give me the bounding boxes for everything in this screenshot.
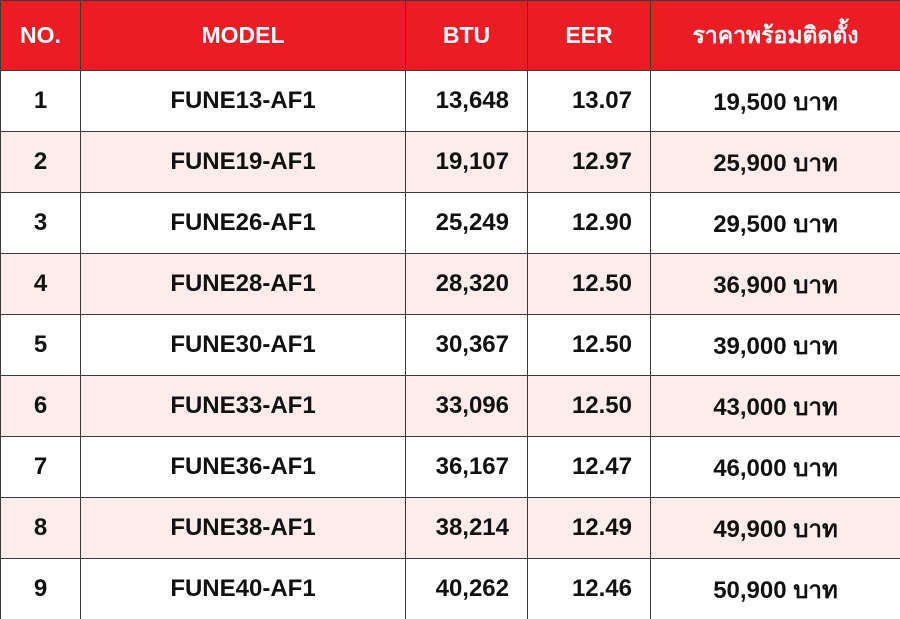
table-cell: FUNE33-AF1 [80, 375, 406, 437]
table-row: 2 FUNE19-AF1 19,107 12.97 25,900 บาท [0, 131, 900, 193]
table-cell: 46,000 บาท [650, 436, 900, 498]
table-cell: 39,000 บาท [650, 314, 900, 376]
table-cell: 50,900 บาท [650, 558, 900, 619]
table-cell: 12.50 [527, 253, 651, 315]
table-cell: 29,500 บาท [650, 192, 900, 254]
header-cell: NO. [0, 0, 81, 71]
table-cell: 12.49 [527, 497, 651, 559]
table-cell: 43,000 บาท [650, 375, 900, 437]
table-cell: 19,107 [405, 131, 528, 193]
table-cell: 38,214 [405, 497, 528, 559]
table-cell: 30,367 [405, 314, 528, 376]
table-row: 5 FUNE30-AF1 30,367 12.50 39,000 บาท [0, 314, 900, 376]
header-row: NO. MODEL BTU EER ราคาพร้อมติดตั้ง [0, 0, 900, 71]
table-row: 9 FUNE40-AF1 40,262 12.46 50,900 บาท [0, 558, 900, 619]
table-cell: FUNE30-AF1 [80, 314, 406, 376]
table-cell: 6 [0, 375, 81, 437]
table-cell: 49,900 บาท [650, 497, 900, 559]
table-cell: 36,900 บาท [650, 253, 900, 315]
table-cell: 12.90 [527, 192, 651, 254]
table-cell: 8 [0, 497, 81, 559]
table-cell: 36,167 [405, 436, 528, 498]
header-cell: ราคาพร้อมติดตั้ง [650, 0, 900, 71]
table-row: 8 FUNE38-AF1 38,214 12.49 49,900 บาท [0, 497, 900, 559]
table-cell: 4 [0, 253, 81, 315]
table-cell: 28,320 [405, 253, 528, 315]
table-cell: FUNE40-AF1 [80, 558, 406, 619]
table-cell: 33,096 [405, 375, 528, 437]
table-cell: 40,262 [405, 558, 528, 619]
table-row: 3 FUNE26-AF1 25,249 12.90 29,500 บาท [0, 192, 900, 254]
table-cell: 13.07 [527, 70, 651, 132]
table-cell: 5 [0, 314, 81, 376]
table-cell: 12.46 [527, 558, 651, 619]
table-cell: 7 [0, 436, 81, 498]
table-cell: FUNE28-AF1 [80, 253, 406, 315]
table-cell: 13,648 [405, 70, 528, 132]
table-cell: 3 [0, 192, 81, 254]
table-body: 1 FUNE13-AF1 13,648 13.07 19,500 บาท 2 FUNE19-… [0, 70, 900, 619]
table-cell: 1 [0, 70, 81, 132]
table-cell: 25,900 บาท [650, 131, 900, 193]
table-cell: FUNE36-AF1 [80, 436, 406, 498]
header-cell: MODEL [80, 0, 406, 71]
table-cell: 12.47 [527, 436, 651, 498]
table-cell: 9 [0, 558, 81, 619]
table-row: 4 FUNE28-AF1 28,320 12.50 36,900 บาท [0, 253, 900, 315]
table-cell: 2 [0, 131, 81, 193]
table-row: 7 FUNE36-AF1 36,167 12.47 46,000 บาท [0, 436, 900, 498]
table-cell: 25,249 [405, 192, 528, 254]
table-cell: 12.50 [527, 314, 651, 376]
table-cell: 12.97 [527, 131, 651, 193]
header-cell: BTU [405, 0, 528, 71]
table-cell: 12.50 [527, 375, 651, 437]
table-cell: 19,500 บาท [650, 70, 900, 132]
table-cell: FUNE13-AF1 [80, 70, 406, 132]
table-row: 1 FUNE13-AF1 13,648 13.07 19,500 บาท [0, 70, 900, 132]
table-cell: FUNE19-AF1 [80, 131, 406, 193]
table-cell: FUNE38-AF1 [80, 497, 406, 559]
header-cell: EER [527, 0, 651, 71]
table-cell: FUNE26-AF1 [80, 192, 406, 254]
table-row: 6 FUNE33-AF1 33,096 12.50 43,000 บาท [0, 375, 900, 437]
